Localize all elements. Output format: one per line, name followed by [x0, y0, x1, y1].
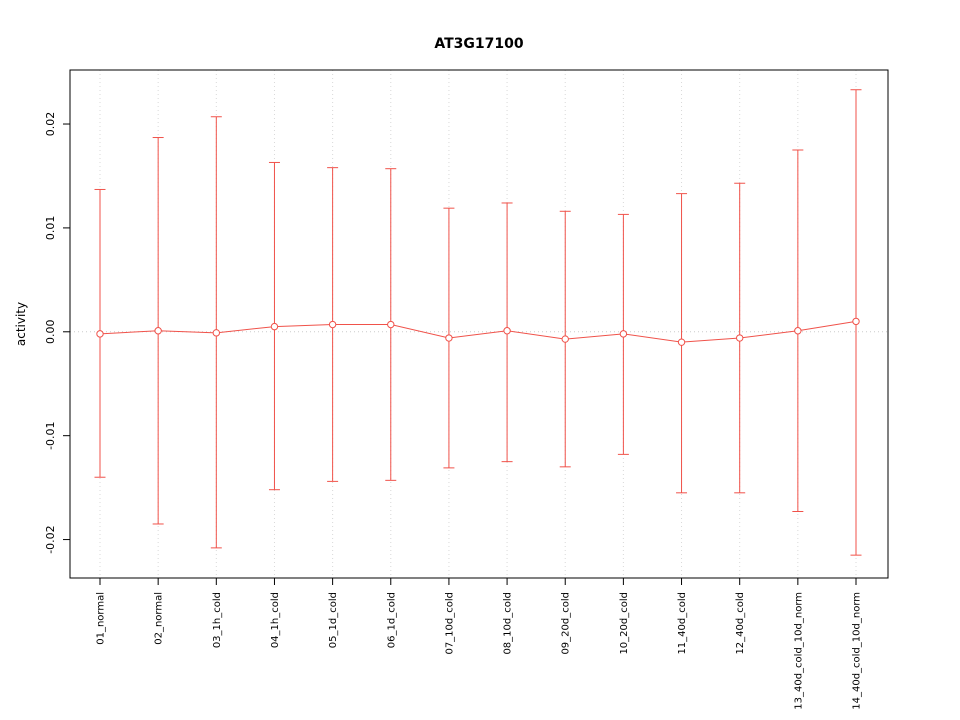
data-point [96, 330, 104, 338]
data-point [445, 334, 453, 342]
y-tick-label: -0.01 [44, 421, 57, 449]
data-point [387, 320, 395, 329]
data-point [852, 317, 860, 326]
data-point [735, 334, 744, 342]
y-tick-label: -0.02 [44, 525, 57, 553]
y-axis-label: activity [14, 302, 28, 346]
x-tick-label: 13_40d_cold_10d_norm [793, 592, 804, 710]
x-tick-label: 10_20d_cold [619, 592, 630, 655]
data-point [503, 327, 511, 335]
x-tick-label: 14_40d_cold_10d_norm [852, 592, 863, 710]
y-tick-label: 0.02 [44, 112, 57, 137]
plot-area: -0.02 -0.01 0.00 0.01 0.02 01_normal 02_normal… [44, 69, 889, 710]
series-line [99, 320, 857, 343]
x-tick-label: 03_1h_cold [212, 592, 223, 648]
y-tick-label: 0.01 [44, 216, 57, 241]
plot-box [69, 69, 889, 579]
data-point [154, 327, 162, 335]
chart-title: AT3G17100 [434, 36, 523, 52]
x-tick-label: 07_10d_cold [444, 592, 455, 655]
data-point [677, 338, 686, 346]
x-tick-label: 01_normal [96, 592, 107, 645]
data-point [619, 330, 628, 338]
x-tick-label: 12_40d_cold [735, 592, 746, 655]
x-tick-label: 05_1d_cold [328, 592, 339, 648]
y-tick-label: 0.00 [44, 320, 57, 345]
data-point [212, 329, 221, 337]
data-point [270, 322, 279, 331]
x-tick-label: 02_normal [154, 592, 165, 645]
x-tick-label: 04_1h_cold [270, 592, 281, 648]
x-tick-label: 11_40d_cold [677, 592, 688, 655]
data-point [794, 327, 802, 335]
data-point [328, 320, 337, 329]
x-tick-label: 09_20d_cold [561, 592, 572, 655]
data-point [561, 335, 569, 343]
x-tick-label: 06_1d_cold [386, 592, 397, 648]
x-tick-label: 08_10d_cold [503, 592, 514, 655]
